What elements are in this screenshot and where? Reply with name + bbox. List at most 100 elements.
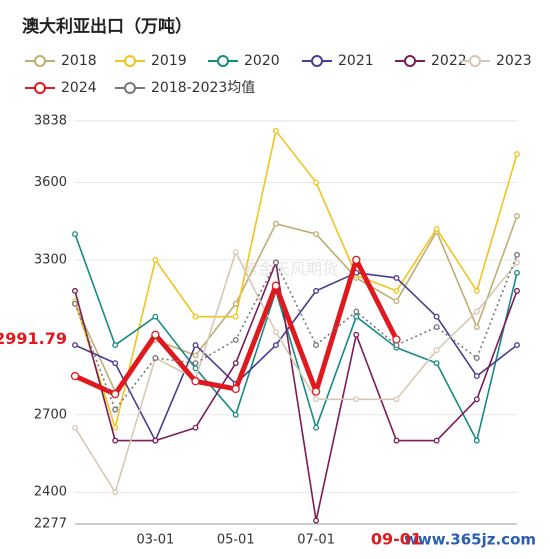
point [231, 384, 240, 394]
point [393, 437, 400, 444]
point [111, 389, 120, 399]
point [353, 331, 360, 338]
point [514, 251, 520, 258]
point [473, 324, 480, 330]
point [473, 437, 480, 444]
legend-marker [404, 55, 416, 67]
site-watermark: www.365jz.com [404, 531, 536, 549]
point [72, 287, 78, 294]
point [313, 424, 320, 431]
point [313, 342, 320, 349]
y-tick-label: 3300 [34, 252, 67, 267]
point [272, 329, 279, 336]
point [393, 287, 400, 294]
point [473, 355, 480, 361]
point [112, 489, 119, 496]
point [272, 127, 279, 134]
point [393, 342, 400, 349]
legend-label: 2024 [61, 80, 97, 96]
point [232, 300, 239, 307]
legend-label: 2020 [244, 53, 280, 69]
series-line [74, 254, 518, 411]
point [313, 179, 320, 186]
legend-marker [217, 55, 229, 67]
x-tick-label: 03-01 [136, 533, 174, 548]
y-tick-label: 2277 [34, 517, 67, 532]
point [433, 347, 440, 354]
point [353, 396, 360, 403]
point [112, 342, 119, 349]
series-line [74, 261, 518, 522]
point [473, 308, 480, 315]
point [433, 313, 440, 320]
legend-label: 2018-2023均值 [151, 80, 255, 96]
point [473, 373, 480, 380]
point [514, 259, 520, 266]
point [433, 360, 440, 367]
legend-label: 2022 [431, 53, 467, 69]
legend-label: 2019 [151, 53, 187, 69]
point [112, 437, 119, 444]
point [313, 396, 320, 403]
legend-marker [124, 55, 136, 67]
point [112, 360, 119, 367]
point [353, 313, 360, 320]
point [152, 256, 159, 263]
x-tick-label: 05-01 [217, 533, 255, 548]
point [313, 517, 320, 524]
point [232, 313, 239, 320]
point [313, 287, 320, 294]
point [72, 424, 78, 431]
point [70, 371, 80, 381]
point [514, 213, 520, 219]
legend-marker [469, 55, 481, 67]
point [152, 437, 159, 444]
point [232, 360, 239, 367]
point [514, 269, 520, 276]
series-line [74, 233, 518, 442]
point [353, 308, 360, 315]
legend-label: 2018 [61, 53, 97, 69]
annotation-label: 2991.79 [0, 329, 67, 348]
point [191, 377, 200, 386]
point [433, 437, 440, 444]
point [192, 342, 199, 349]
point [72, 231, 78, 238]
point [392, 335, 401, 344]
legend-marker [34, 55, 46, 67]
legend-label: 2023 [496, 53, 532, 69]
point [433, 225, 440, 232]
series-line [74, 130, 518, 429]
point [152, 313, 159, 320]
point [433, 324, 440, 330]
x-tick-label: 07-01 [297, 533, 335, 548]
point [272, 342, 279, 349]
point [192, 365, 199, 372]
point [152, 355, 159, 361]
point [112, 406, 119, 413]
point [473, 396, 480, 403]
point [393, 396, 400, 403]
legend-marker [34, 82, 46, 94]
point [72, 300, 78, 307]
x-tick-label: 09-01 [371, 530, 422, 549]
annotation-box [0, 327, 69, 352]
y-tick-label: 2400 [34, 485, 67, 500]
point [232, 411, 239, 418]
point [313, 231, 320, 238]
y-tick-label: 3600 [34, 175, 67, 190]
point [271, 281, 281, 290]
point [311, 387, 321, 396]
chart-title: 澳大利亚出口（万吨） [22, 16, 192, 37]
point [272, 220, 279, 227]
point [473, 287, 480, 294]
point [151, 330, 160, 339]
point [192, 313, 199, 320]
y-tick-label: 2700 [34, 407, 67, 422]
point [514, 151, 520, 157]
series-line [74, 272, 518, 442]
point [112, 424, 119, 431]
point [393, 275, 400, 281]
legend-marker [124, 82, 136, 94]
point [232, 249, 239, 256]
